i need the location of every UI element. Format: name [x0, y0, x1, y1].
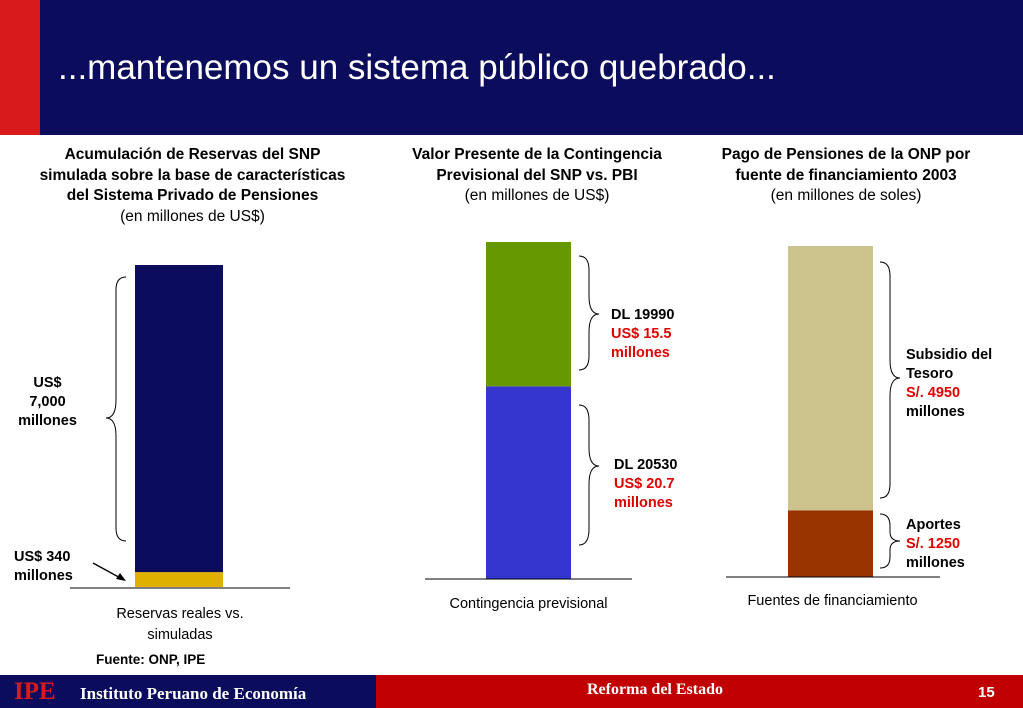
institution-name: Instituto Peruano de Economía	[80, 684, 307, 703]
chart3-brace-bottom	[879, 513, 901, 569]
chart2-title: Valor Presente de la Contingencia Previs…	[412, 146, 662, 204]
chart1-arrow-head	[116, 573, 126, 581]
chart3-bar-aportes	[788, 510, 873, 577]
chart3-title: Pago de Pensiones de la ONP por fuente d…	[721, 146, 971, 204]
chart2-bar-dl19990	[486, 242, 571, 387]
chart3-annotation-subsidio: Subsidio del Tesoro S/. 4950 millones	[906, 347, 993, 420]
chart2-x-label: Contingencia previsional	[449, 596, 608, 612]
source-note: Fuente: ONP, IPE	[96, 652, 206, 667]
footer-bar: IPE Instituto Peruano de Economía Reform…	[0, 675, 1023, 708]
chart1-x-label: Reservas reales vs. simuladas	[116, 606, 244, 643]
header-band	[0, 0, 1023, 135]
chart2-brace-top	[578, 255, 600, 371]
chart1-bar-simulated-actual	[135, 572, 223, 587]
chart2-bar-dl20530	[486, 386, 571, 579]
chart2-annotation-dl19990: DL 19990 US$ 15.5 millones	[611, 307, 675, 361]
header-accent	[0, 0, 40, 135]
section-title: Reforma del Estado	[587, 681, 723, 698]
chart3-bar-subsidio	[788, 246, 873, 511]
chart3-x-label: Fuentes de financiamiento	[747, 593, 918, 609]
slide-title: ...mantenemos un sistema público quebrad…	[58, 48, 776, 87]
page-number: 15	[978, 684, 995, 701]
footer-left-panel	[0, 675, 376, 708]
chart3-brace-top	[879, 261, 901, 499]
chart3-annotation-aportes: Aportes S/. 1250 millones	[906, 517, 965, 571]
footer-right-panel	[376, 675, 1023, 708]
chart1-annotation-actual: US$ 340 millones	[14, 549, 73, 584]
chart1-brace	[105, 276, 127, 542]
chart1-annotation-reserves: US$ 7,000 millones	[18, 375, 77, 429]
chart1-title: Acumulación de Reservas del SNP simulada…	[39, 146, 346, 225]
chart1-bar-simulated-reserves	[135, 265, 223, 573]
chart2-brace-bottom	[578, 404, 600, 546]
chart2-annotation-dl20530: DL 20530 US$ 20.7 millones	[614, 457, 678, 511]
ipe-logo: IPE	[14, 678, 56, 705]
